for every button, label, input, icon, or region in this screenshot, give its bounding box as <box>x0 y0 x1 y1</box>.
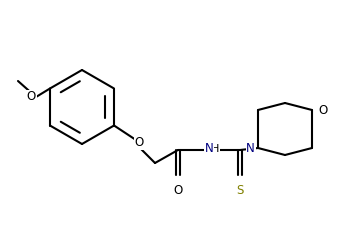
Text: N: N <box>246 142 255 155</box>
Text: O: O <box>27 91 36 103</box>
Text: H: H <box>211 144 219 154</box>
Text: O: O <box>318 103 327 116</box>
Text: O: O <box>134 137 144 149</box>
Text: O: O <box>173 184 183 197</box>
Text: N: N <box>205 143 213 155</box>
Text: S: S <box>236 184 244 197</box>
